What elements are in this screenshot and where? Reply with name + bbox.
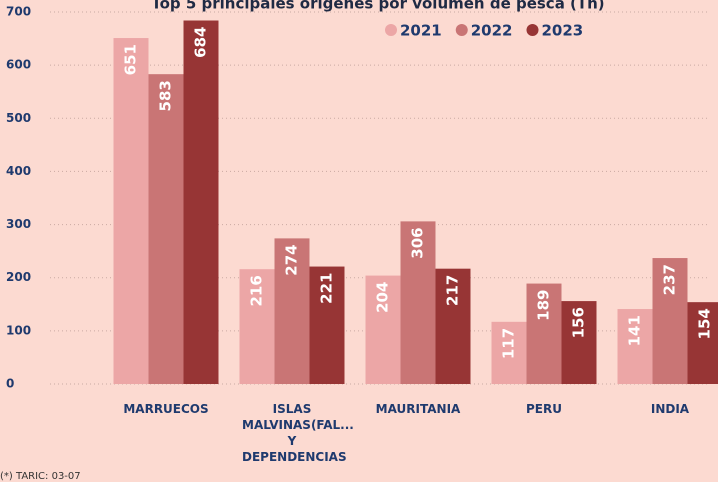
bar: [148, 74, 184, 385]
data-label: 217: [444, 275, 462, 306]
data-label: 117: [500, 328, 518, 359]
legend-swatch: [526, 24, 539, 36]
bar: [687, 302, 718, 384]
x-tick-label: INDIA: [650, 402, 690, 416]
x-tick-label: MAURITANIA: [375, 402, 461, 416]
bar: [617, 309, 653, 384]
x-tick-label: ISLAS MALVINAS(FAL... Y DEPENDENCIAS: [242, 402, 354, 464]
data-label: 237: [661, 264, 679, 295]
y-tick-label: 600: [6, 58, 31, 72]
bar: [239, 269, 275, 384]
legend-item: 2023: [526, 22, 584, 40]
legend-label: 2023: [542, 22, 584, 40]
y-tick-label: 400: [6, 164, 31, 178]
bar: [491, 321, 527, 384]
data-label: 141: [626, 315, 644, 346]
bar: [274, 238, 310, 384]
y-tick-label: 200: [6, 270, 31, 284]
bar: [652, 258, 688, 384]
bar: [365, 275, 401, 384]
data-label: 204: [374, 282, 392, 313]
y-tick-label: 500: [6, 111, 31, 125]
data-label: 154: [696, 308, 714, 339]
bar: [526, 283, 562, 384]
legend-item: 2021: [385, 22, 442, 40]
data-label: 684: [192, 27, 210, 58]
data-label: 189: [535, 290, 553, 321]
legend-label: 2022: [471, 22, 513, 40]
bar: [113, 38, 149, 384]
bar: [309, 266, 345, 384]
data-label: 583: [157, 80, 175, 111]
chart-title: Top 5 principales orígenes por volumen d…: [151, 0, 604, 13]
legend-item: 2022: [455, 22, 513, 40]
legend-swatch: [455, 24, 468, 36]
y-tick-label: 700: [6, 5, 31, 19]
data-label: 651: [122, 44, 140, 75]
bar: [183, 20, 219, 384]
data-label: 156: [570, 307, 588, 338]
data-label: 221: [318, 273, 336, 304]
x-tick-label: PERU: [526, 402, 562, 416]
data-label: 216: [248, 275, 266, 306]
data-label: 274: [283, 244, 301, 275]
legend-label: 2021: [400, 22, 442, 40]
bar: [400, 221, 436, 384]
legend-swatch: [385, 24, 397, 36]
bar: [561, 301, 597, 384]
y-tick-label: 300: [6, 217, 31, 231]
data-label: 306: [409, 227, 427, 258]
y-tick-label: 100: [6, 323, 31, 337]
footnote: (*) TARIC: 03-07: [0, 471, 81, 482]
bar: [435, 268, 471, 384]
x-tick-label: MARRUECOS: [123, 402, 209, 416]
y-tick-label: 0: [6, 377, 14, 391]
